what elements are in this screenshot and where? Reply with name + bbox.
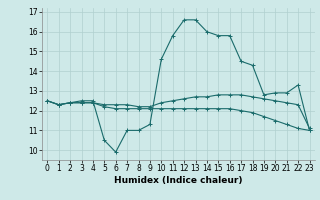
X-axis label: Humidex (Indice chaleur): Humidex (Indice chaleur) [114, 176, 243, 185]
